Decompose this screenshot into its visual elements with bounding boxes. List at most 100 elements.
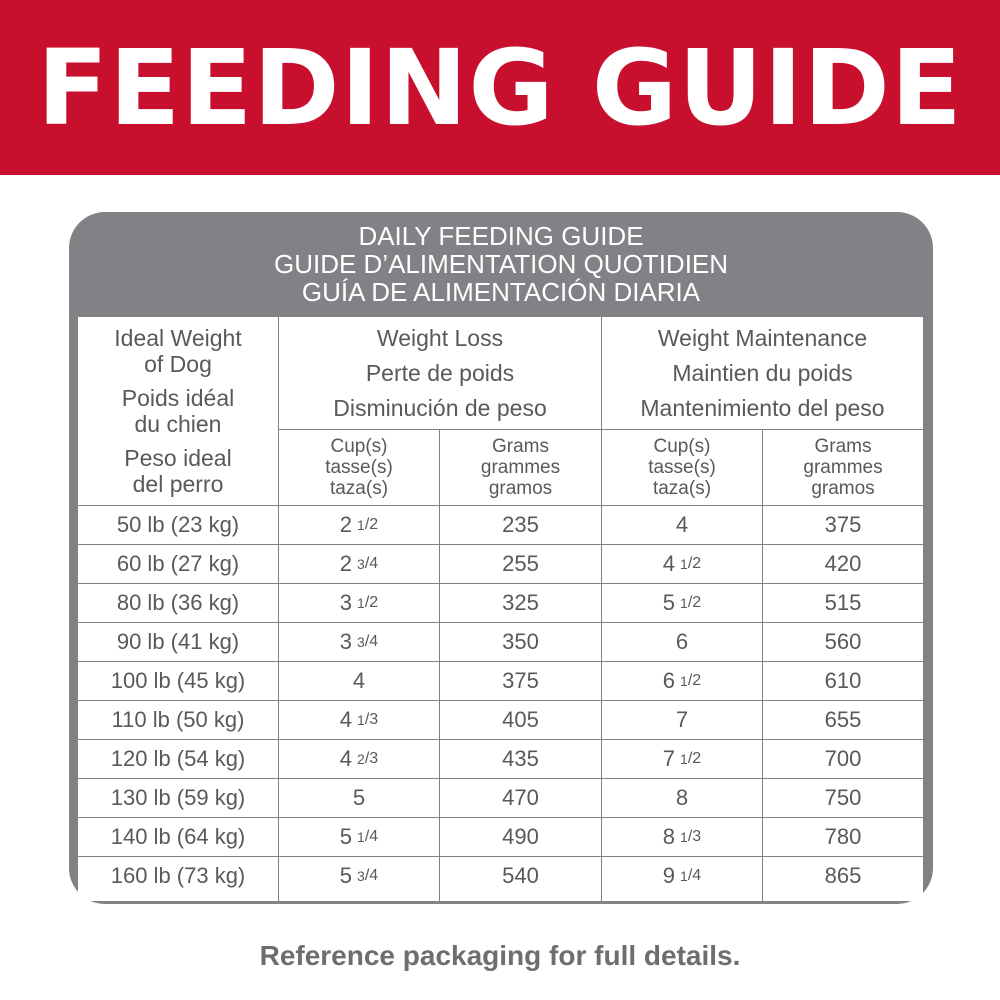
loss-grams-cell: 235 [502,512,539,537]
fraction-slash: / [364,633,370,650]
subheader-line: tasse(s) [325,457,393,478]
row-divider [78,778,923,779]
weight-cell: 140 lb (64 kg) [110,824,246,849]
cups-whole: 4 [662,551,676,576]
fraction-numerator: 1 [357,712,365,728]
fraction-slash: / [687,594,693,611]
maint-cups-cell: 4 1/2 [602,545,762,583]
fraction-numerator: 2 [357,751,365,767]
fraction-denominator: 4 [692,867,702,884]
fraction-denominator: 4 [369,555,379,572]
maint-cups-cell: 6 1/2 [602,662,762,700]
fraction-slash: / [364,828,370,845]
column-divider [601,317,602,901]
subheader-line: Grams [814,436,872,457]
cups-whole: 3 [339,629,353,654]
fraction-numerator: 3 [357,556,365,572]
card-title-line: GUIDE D’ALIMENTATION QUOTIDIEN [273,249,729,279]
maint-grams-cell: 420 [824,551,862,576]
fraction-numerator: 1 [680,595,688,611]
maint-grams-cell: 865 [824,863,862,888]
maint-grams-cell: 610 [824,668,862,693]
cups-whole: 8 [662,824,676,849]
weight-maintenance-group-header: Weight Maintenance Maintien du poids Man… [602,317,923,429]
fraction-denominator: 2 [369,516,379,533]
weight-header-line: Ideal Weight [114,325,242,351]
fraction-denominator: 4 [369,633,379,650]
row-divider [78,505,923,506]
loss-cups-cell: 5 1/4 [279,818,439,856]
loss-cups-cell: 2 3/4 [279,545,439,583]
fraction-numerator: 1 [680,868,688,884]
cups-whole: 7 [675,707,689,732]
group-header-line: Weight Maintenance [657,324,868,351]
row-divider [78,661,923,662]
card-title-line: DAILY FEEDING GUIDE [358,221,644,251]
fraction-denominator: 4 [369,828,379,845]
group-header-line: Weight Loss [376,324,504,351]
loss-cups-cell: 5 [279,779,439,817]
loss-grams-cell: 540 [502,863,539,888]
weight-column-header: Ideal Weight of Dog Poids idéal du chien… [78,317,278,505]
maint-grams-cell: 375 [824,512,862,537]
fraction-numerator: 3 [357,868,365,884]
subheader-line: Grams [492,436,549,457]
cups-whole: 2 [339,551,353,576]
loss-grams-cell: 490 [502,824,539,849]
row-divider [78,856,923,857]
fraction-slash: / [687,750,693,767]
row-divider [78,622,923,623]
column-divider [762,429,763,901]
fraction-numerator: 1 [357,829,365,845]
subheader-line: grammes [480,457,561,478]
weight-loss-group-header: Weight Loss Perte de poids Disminución d… [279,317,601,429]
fraction-numerator: 1 [680,751,688,767]
maint-cups-cell: 4 [602,506,762,544]
maint-cups-header: Cup(s) tasse(s) taza(s) [602,430,762,505]
card-title: DAILY FEEDING GUIDE GUIDE D’ALIMENTATION… [69,222,933,306]
row-divider [78,739,923,740]
row-divider [278,429,923,430]
subheader-line: gramos [811,478,875,499]
fraction-numerator: 3 [357,634,365,650]
fraction-denominator: 3 [369,750,379,767]
weight-cell: 80 lb (36 kg) [116,590,240,615]
header-banner: FEEDING GUIDE [0,0,1000,175]
subheader-line: tasse(s) [648,457,716,478]
loss-grams-cell: 470 [502,785,539,810]
fraction-slash: / [364,555,370,572]
fraction-slash: / [364,516,370,533]
subheader-line: gramos [488,478,553,499]
feeding-table: Ideal Weight of Dog Poids idéal du chien… [78,317,923,901]
cups-whole: 5 [339,863,353,888]
fraction-slash: / [687,828,693,845]
fraction-denominator: 2 [692,672,702,689]
group-header-line: Maintien du poids [672,359,853,386]
weight-header-line: of Dog [144,351,212,377]
cups-whole: 5 [662,590,676,615]
cups-whole: 6 [675,629,689,654]
footer-note: Reference packaging for full details. [259,940,741,971]
cups-whole: 3 [339,590,353,615]
fraction-denominator: 3 [692,828,702,845]
cups-whole: 4 [339,746,353,771]
loss-cups-cell: 2 1/2 [279,506,439,544]
maint-cups-cell: 8 1/3 [602,818,762,856]
loss-grams-cell: 325 [502,590,539,615]
weight-cell: 110 lb (50 kg) [111,707,245,732]
row-divider [78,700,923,701]
weight-cell: 60 lb (27 kg) [116,551,240,576]
group-header-line: Perte de poids [365,359,515,386]
fraction-numerator: 1 [357,517,365,533]
fraction-numerator: 1 [680,829,688,845]
group-header-line: Mantenimiento del peso [640,394,885,421]
fraction-slash: / [364,711,370,728]
fraction-slash: / [364,750,370,767]
subheader-line: grammes [803,457,883,478]
weight-cell: 50 lb (23 kg) [116,512,240,537]
cups-whole: 4 [352,668,366,693]
fraction-slash: / [364,594,370,611]
maint-grams-cell: 750 [824,785,862,810]
fraction-numerator: 1 [680,673,688,689]
fraction-denominator: 2 [692,750,702,767]
